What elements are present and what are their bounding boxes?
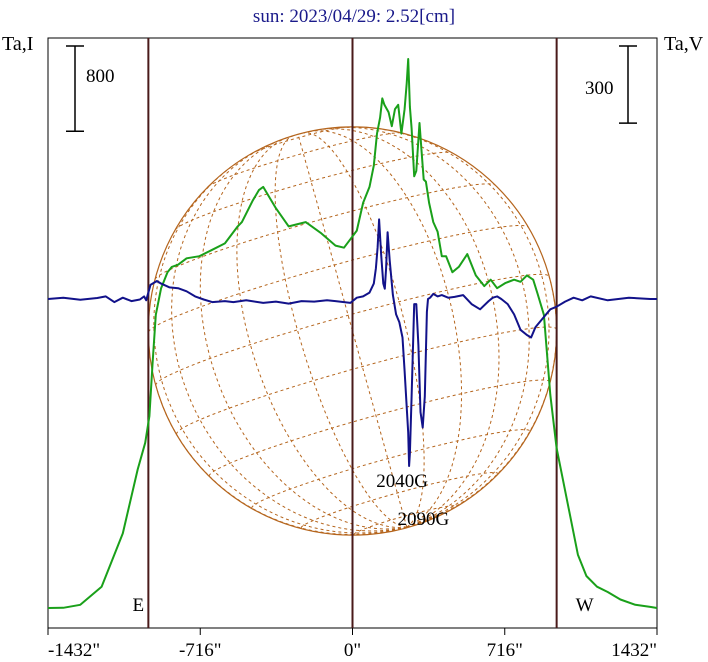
latitude-line bbox=[300, 472, 499, 529]
latitude-line bbox=[208, 379, 551, 477]
annotation-2040G: 2040G bbox=[376, 471, 428, 492]
x-tick-label: 0" bbox=[344, 640, 361, 661]
longitude-line bbox=[334, 126, 530, 528]
limb-label-E: E bbox=[133, 595, 145, 616]
latitude-line bbox=[353, 505, 457, 535]
series-line-polarization bbox=[47, 218, 657, 467]
scale-bars: 800 300 bbox=[66, 45, 637, 133]
left-axis-label: Ta,I bbox=[2, 33, 33, 55]
latitude-line bbox=[148, 225, 529, 333]
latitude-line bbox=[155, 273, 550, 386]
x-tick-label: 1432" bbox=[611, 640, 657, 661]
longitude-line bbox=[155, 385, 407, 536]
series-line-intensity bbox=[47, 58, 658, 609]
longitude-line bbox=[274, 135, 407, 528]
limb-label-W: W bbox=[576, 595, 594, 616]
series-lines bbox=[47, 58, 658, 609]
longitude-line bbox=[199, 141, 407, 530]
right-axis-label: Ta,V bbox=[664, 33, 704, 55]
latitude-line bbox=[175, 151, 453, 230]
right-scale-label: 300 bbox=[585, 78, 614, 99]
latitude-line bbox=[176, 326, 558, 435]
x-tick-label: -716" bbox=[179, 640, 222, 661]
latitude-line bbox=[207, 132, 403, 188]
longitude-line bbox=[236, 136, 407, 529]
longitude-line bbox=[297, 134, 408, 528]
chart-title: sun: 2023/04/29: 2.52[cm] bbox=[253, 6, 455, 27]
longitude-line bbox=[303, 132, 425, 528]
longitude-line bbox=[320, 128, 500, 528]
longitude-line bbox=[153, 159, 407, 534]
x-axis-ticks: -1432" -716" 0" 716" 1432" bbox=[47, 628, 658, 661]
longitude-line bbox=[359, 126, 550, 528]
x-tick-label: 716" bbox=[487, 640, 523, 661]
left-scale-label: 800 bbox=[86, 66, 115, 87]
longitude-line bbox=[171, 146, 407, 532]
latitude-line bbox=[251, 126, 349, 155]
x-tick-label: -1432" bbox=[48, 640, 100, 661]
field-annotations: 2040G 2090G bbox=[376, 471, 449, 530]
longitude-line bbox=[308, 130, 463, 528]
annotation-2090G: 2090G bbox=[398, 509, 450, 530]
